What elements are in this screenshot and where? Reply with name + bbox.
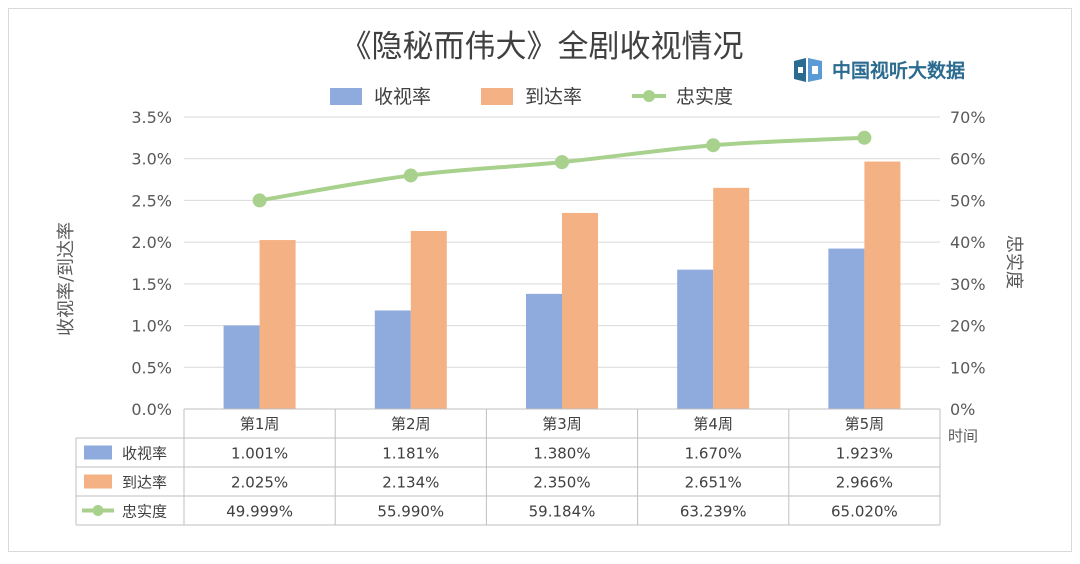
bars: [223, 161, 901, 409]
bar-收视率-3: [526, 293, 562, 409]
point-忠实度-1: [252, 193, 267, 208]
y-axis-ticks: 0.0% 0.5% 1.0% 1.5% 2.0% 2.5% 3.0% 3.5%: [131, 108, 172, 419]
legend-swatch-收视率: [330, 88, 362, 105]
bar-收视率-4: [677, 269, 714, 409]
x-tick-label: 第1周: [240, 415, 280, 433]
bar-收视率-2: [374, 310, 411, 409]
logo-text: 中国视听大数据: [832, 60, 966, 82]
loyalty-line: [252, 130, 872, 208]
legend: 收视率 到达率 忠实度: [330, 86, 733, 108]
x-axis-label: 时间: [948, 427, 978, 445]
y-tick-label: 0.0%: [131, 400, 172, 419]
y-tick-label: 2.5%: [131, 191, 172, 210]
y2-tick-label: 40%: [950, 233, 986, 252]
x-tick-label: 第3周: [542, 415, 582, 433]
table-cell-忠实度-1: 49.999%: [226, 503, 293, 521]
tv-data-logo-icon: [794, 57, 822, 82]
table-cell-到达率-2: 2.134%: [382, 474, 439, 492]
y-axis-label: 收视率/到达率: [56, 222, 77, 336]
y-tick-label: 1.5%: [131, 275, 172, 294]
point-忠实度-2: [403, 168, 418, 183]
legend-label-忠实度: 忠实度: [676, 86, 733, 108]
point-忠实度-4: [706, 138, 721, 153]
x-tick-label: 第4周: [693, 415, 733, 433]
point-忠实度-3: [555, 155, 569, 170]
table-cell-到达率-4: 2.651%: [685, 474, 742, 492]
bar-到达率-1: [259, 240, 296, 409]
y-tick-label: 3.0%: [131, 150, 172, 169]
y-tick-label: 1.0%: [131, 317, 172, 336]
bar-到达率-4: [713, 187, 750, 409]
y2-tick-label: 20%: [950, 317, 986, 336]
table-cell-收视率-1: 1.001%: [231, 445, 288, 463]
table-cell-收视率-2: 1.181%: [382, 445, 439, 463]
y-tick-label: 3.5%: [131, 108, 172, 127]
x-tick-label: 第5周: [845, 415, 885, 433]
y2-tick-label: 60%: [950, 150, 986, 169]
bar-收视率-1: [223, 325, 260, 409]
table-cell-忠实度-3: 59.184%: [529, 503, 596, 521]
y2-tick-label: 10%: [950, 358, 986, 377]
y2-axis-label: 忠实度: [1003, 235, 1024, 289]
y2-tick-label: 50%: [950, 191, 986, 210]
legend-label-收视率: 收视率: [374, 86, 431, 108]
table-cell-忠实度-5: 65.020%: [831, 503, 898, 521]
bar-到达率-5: [864, 161, 901, 409]
table-row-label-忠实度: 忠实度: [122, 503, 167, 521]
table-cell-忠实度-4: 63.239%: [680, 503, 747, 521]
y2-tick-label: 70%: [950, 108, 986, 127]
logo: 中国视听大数据: [792, 56, 965, 83]
x-tick-label: 第2周: [391, 415, 431, 433]
table-row-label-收视率: 收视率: [122, 445, 167, 463]
y2-tick-label: 30%: [950, 275, 986, 294]
chart-border: [8, 8, 1072, 552]
y-tick-label: 0.5%: [131, 358, 172, 377]
bar-收视率-5: [828, 248, 865, 409]
table-key-收视率: [84, 445, 112, 460]
table-cell-到达率-5: 2.966%: [836, 474, 893, 492]
table-key-到达率: [84, 474, 112, 489]
bar-到达率-3: [562, 212, 598, 409]
table-key-marker-忠实度: [92, 505, 104, 516]
table-row-label-到达率: 到达率: [122, 474, 167, 492]
table-cell-忠实度-2: 55.990%: [377, 503, 444, 521]
table-cell-收视率-3: 1.380%: [533, 445, 590, 463]
y-tick-label: 2.0%: [131, 233, 172, 252]
bar-到达率-2: [410, 230, 447, 409]
table-cell-收视率-4: 1.670%: [685, 445, 742, 463]
table-cell-到达率-3: 2.350%: [533, 474, 590, 492]
chart-title: 《隐秘而伟大》全剧收视情况: [341, 29, 744, 65]
legend-marker-忠实度: [643, 90, 655, 102]
legend-label-到达率: 到达率: [525, 86, 582, 108]
y2-axis-ticks: 0% 10% 20% 30% 40% 50% 60% 70%: [950, 108, 986, 419]
table-cell-收视率-5: 1.923%: [836, 445, 893, 463]
y2-tick-label: 0%: [950, 400, 975, 419]
table-cell-到达率-1: 2.025%: [231, 474, 288, 492]
point-忠实度-5: [857, 130, 872, 145]
legend-swatch-到达率: [481, 88, 513, 105]
